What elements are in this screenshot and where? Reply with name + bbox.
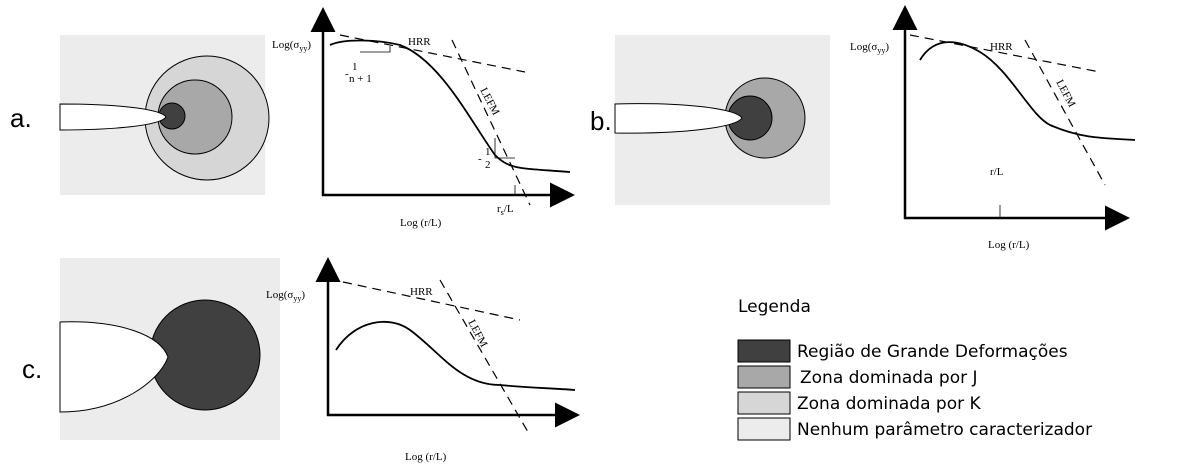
lefm-line — [439, 279, 529, 433]
legend-swatch — [737, 339, 791, 363]
legend-swatch — [737, 391, 791, 415]
hrr-line — [909, 34, 1101, 73]
slope-num: 1 — [352, 61, 358, 73]
legend: Legenda Região de Grande Deformações Zon… — [737, 297, 1092, 441]
panel-label: b. — [590, 106, 612, 136]
y-axis-label: Log(σyy) — [266, 289, 305, 303]
slope-num: 1 — [485, 146, 491, 158]
x-axis-label: Log (r/L) — [400, 217, 442, 229]
legend-label: Região de Grande Deformações — [797, 342, 1068, 362]
slope-sign: - — [345, 68, 349, 80]
crack-sketch — [59, 35, 270, 195]
hrr-line — [339, 34, 526, 73]
legend-label: Nenhum parâmetro caracterizador — [797, 420, 1092, 440]
x-axis-label: Log (r/L) — [405, 451, 447, 463]
x-tick-label: r/L — [990, 166, 1004, 178]
stress-curve — [329, 39, 571, 173]
hrr-label: HRR — [990, 41, 1013, 53]
slope-den: 2 — [485, 159, 491, 171]
slope-triangle — [360, 46, 391, 53]
legend-label: Zona dominada por K — [797, 394, 982, 414]
hrr-label: HRR — [410, 286, 433, 298]
stress-plot: Log(σyy) HRR LEFM - 1 n + 1 - 1 2 rs/L L… — [272, 7, 575, 229]
legend-swatch — [737, 365, 791, 389]
x-axis-label: Log (r/L) — [988, 239, 1030, 251]
lefm-label: LEFM — [1053, 78, 1077, 110]
y-axis-label: Log(σyy) — [850, 41, 889, 55]
slope-triangle — [494, 138, 515, 159]
panel-label: c. — [22, 354, 42, 384]
stress-curve — [919, 41, 1136, 141]
y-axis-label: Log(σyy) — [272, 39, 311, 53]
slope-sign: - — [478, 153, 482, 165]
legend-swatch — [737, 417, 791, 441]
crack-sketch — [59, 258, 280, 440]
stress-plot: Log(σyy) HRR LEFM r/L Log (r/L) — [850, 5, 1136, 251]
stress-plot: Log(σyy) HRR LEFM Log (r/L) — [266, 257, 580, 463]
lefm-line — [1024, 39, 1106, 186]
legend-label: Zona dominada por J — [800, 368, 978, 388]
hrr-line — [342, 281, 521, 321]
crack — [59, 321, 169, 413]
legend-title: Legenda — [738, 297, 811, 317]
hrr-label: HRR — [408, 36, 431, 48]
panel-label: a. — [10, 103, 32, 133]
lefm-line — [451, 39, 531, 206]
slope-den: n + 1 — [349, 73, 372, 85]
crack-sketch — [614, 35, 830, 205]
crack — [614, 103, 743, 134]
x-tick-label: rs/L — [497, 203, 514, 217]
stress-curve — [335, 321, 576, 391]
crack — [59, 103, 167, 131]
lefm-label: LEFM — [465, 318, 489, 350]
